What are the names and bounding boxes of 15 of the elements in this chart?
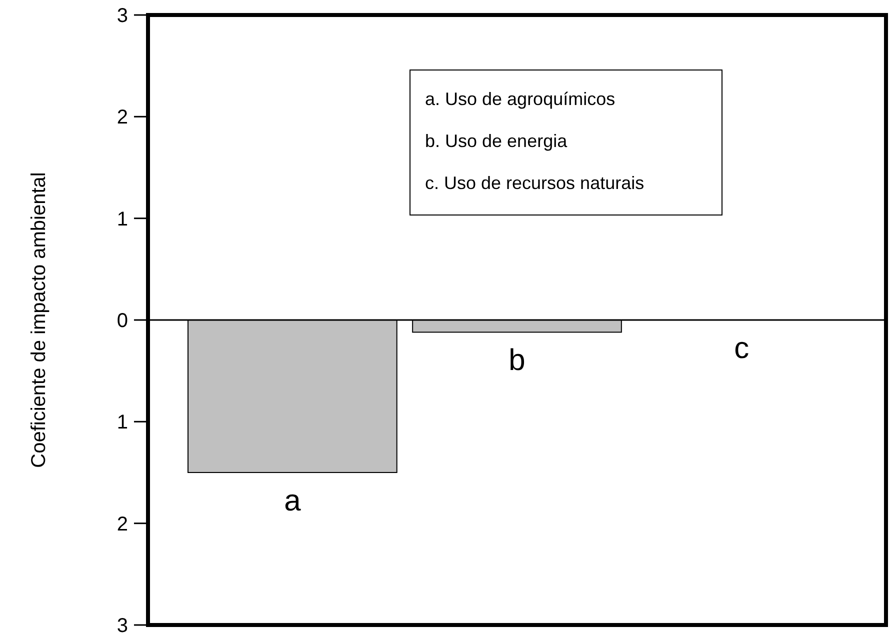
annotation: a. Uso de agroquímicos (425, 89, 616, 109)
y-tick-label: 0 (116, 310, 128, 332)
x-tick-label: c (734, 332, 750, 365)
annotation: c. Uso de recursos naturais (425, 173, 644, 193)
y-axis-title: Coeficiente de impacto ambiental (28, 172, 50, 468)
note-box: a. Uso de agroquímicos b. Uso de energia c. Uso de recursos naturais (410, 70, 722, 216)
y-tick-label: 1 (116, 412, 128, 434)
y-tick-label: 3 (116, 615, 128, 637)
x-tick-label: b (508, 344, 526, 378)
y-tick-label: 3 (116, 5, 128, 27)
y-tick-label: 1 (116, 208, 128, 230)
x-tick-label: a (284, 484, 302, 518)
y-tick-label: 2 (116, 513, 128, 536)
annotation: b. Uso de energia (425, 131, 568, 151)
y-tick-label: 2 (116, 106, 128, 129)
